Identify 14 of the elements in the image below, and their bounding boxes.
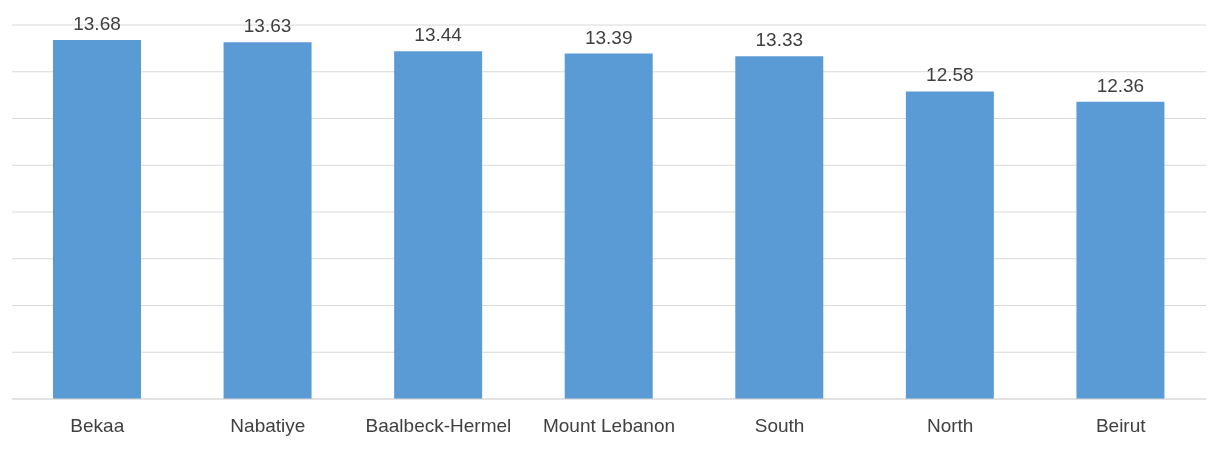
data-label: 12.58 bbox=[926, 64, 974, 86]
data-label: 13.68 bbox=[73, 12, 121, 34]
data-label: 13.39 bbox=[584, 26, 633, 48]
x-tick-label: Beirut bbox=[1095, 415, 1147, 437]
data-label: 13.44 bbox=[414, 24, 463, 46]
data-label: 13.33 bbox=[755, 29, 804, 51]
x-tick-label: Bekaa bbox=[70, 415, 125, 437]
x-tick-label: North bbox=[926, 415, 974, 437]
x-tick-label: Baalbeck-Hermel bbox=[365, 415, 512, 437]
x-tick-label: Mount Lebanon bbox=[542, 415, 676, 437]
x-tick-label: South bbox=[754, 415, 805, 437]
data-label: 13.63 bbox=[243, 15, 292, 37]
x-tick-label: Nabatiye bbox=[230, 415, 306, 437]
data-label: 12.36 bbox=[1096, 74, 1145, 96]
